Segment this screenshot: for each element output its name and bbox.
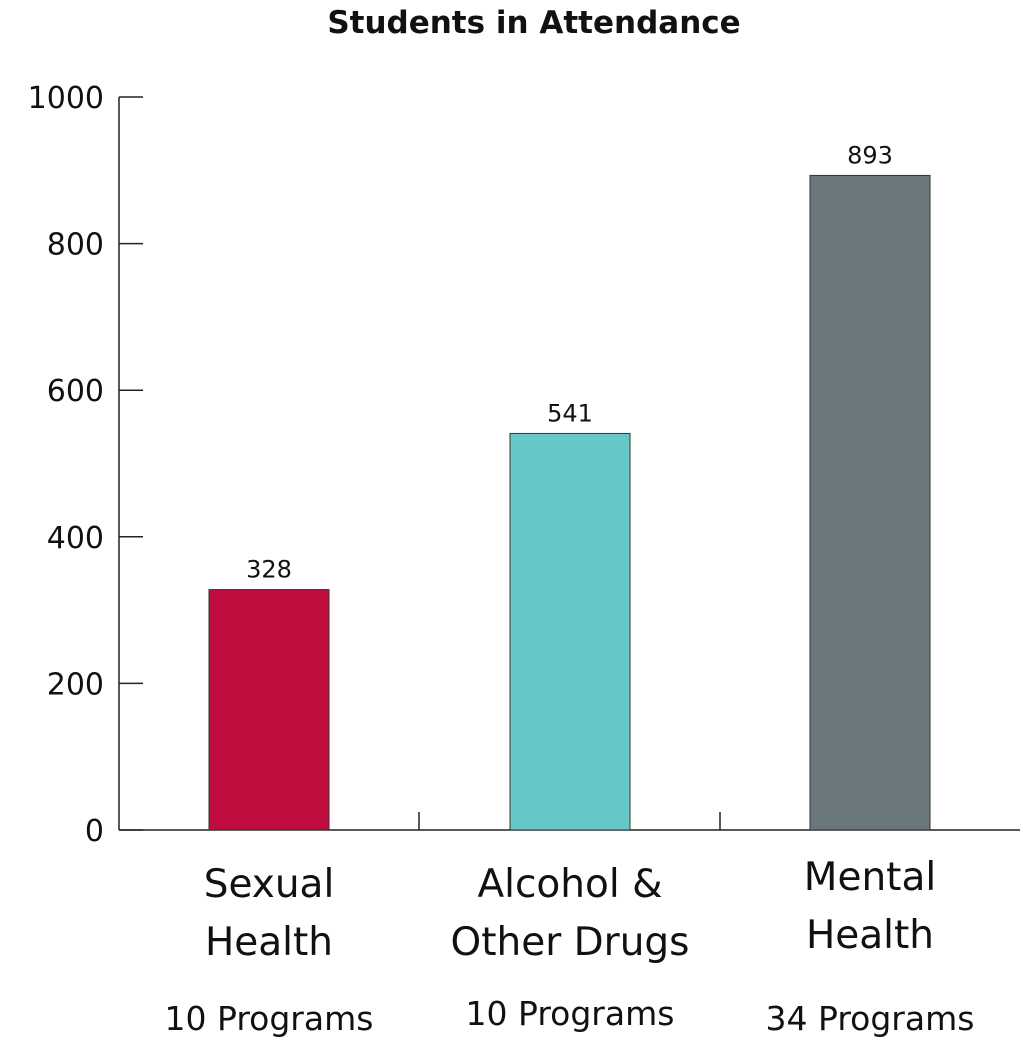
- x-category-label: Alcohol &: [477, 862, 662, 907]
- x-category-sublabel: 10 Programs: [165, 999, 374, 1038]
- bar: [208, 589, 330, 831]
- x-category-sublabel: 10 Programs: [466, 994, 675, 1033]
- data-label: 541: [547, 399, 593, 427]
- chart-title: Students in Attendance: [327, 5, 740, 41]
- bars: [208, 174, 931, 831]
- axes: 0 200 400 600 800 1000: [28, 81, 1020, 849]
- x-category-sublabel: 34 Programs: [766, 999, 975, 1038]
- y-tick-label: 200: [47, 667, 104, 702]
- x-category-label: Sexual: [204, 862, 335, 907]
- bar: [809, 174, 931, 831]
- bar: [509, 432, 631, 831]
- x-category-label: Mental: [804, 855, 936, 900]
- y-tick-label: 600: [47, 374, 104, 409]
- y-tick-label: 400: [47, 521, 104, 556]
- y-tick-label: 800: [47, 228, 104, 263]
- data-label: 893: [847, 141, 893, 169]
- x-category-label: Other Drugs: [451, 920, 690, 965]
- y-tick-label: 1000: [28, 81, 104, 116]
- x-category-label: Health: [205, 920, 333, 965]
- data-label: 328: [246, 556, 292, 584]
- x-category-label: Health: [806, 913, 934, 958]
- labels: 328 Sexual Health 10 Programs 541 Alcohol & Ot…: [165, 141, 975, 1038]
- y-tick-label: 0: [85, 814, 104, 849]
